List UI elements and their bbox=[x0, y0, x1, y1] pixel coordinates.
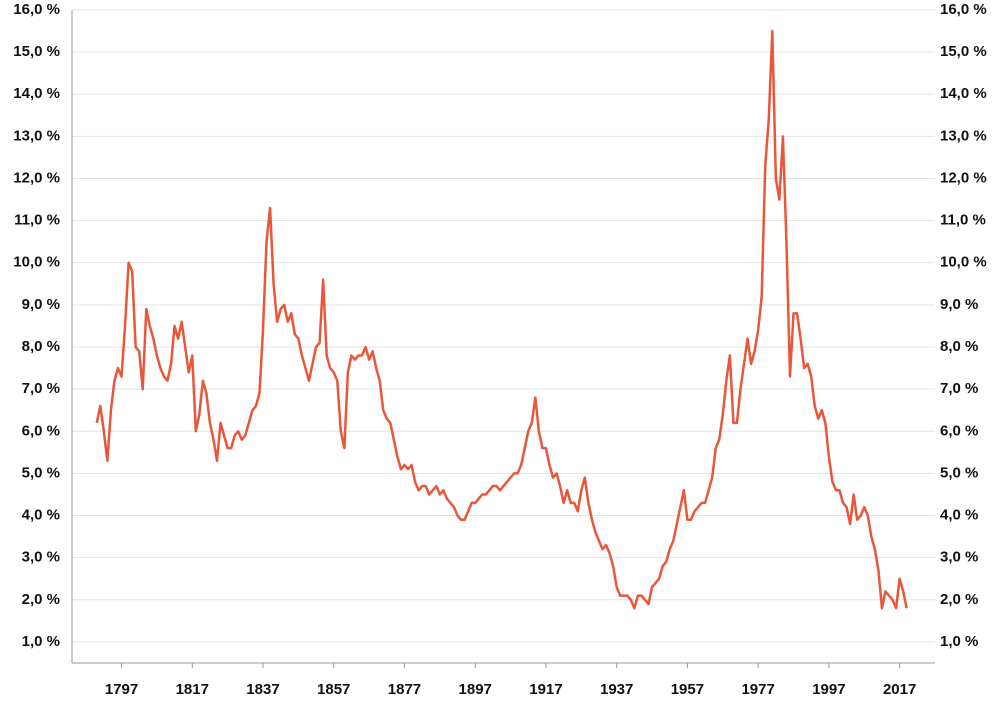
y-tick-label-right: 9,0 % bbox=[940, 296, 978, 313]
y-tick-label-right: 10,0 % bbox=[940, 254, 987, 271]
y-tick-label-right: 3,0 % bbox=[940, 549, 978, 566]
x-tick-label: 1997 bbox=[812, 681, 845, 698]
y-tick-label: 1,0 % bbox=[22, 633, 60, 650]
y-tick-label-right: 13,0 % bbox=[940, 127, 987, 144]
y-tick-label: 11,0 % bbox=[14, 212, 60, 229]
y-tick-label: 4,0 % bbox=[22, 507, 60, 524]
x-tick-label: 2017 bbox=[883, 681, 916, 698]
y-tick-label: 13,0 % bbox=[13, 127, 60, 144]
y-tick-label-right: 6,0 % bbox=[940, 422, 978, 439]
x-tick-label: 1797 bbox=[105, 681, 138, 698]
x-tick-label: 1877 bbox=[388, 681, 421, 698]
data-line bbox=[95, 29, 908, 610]
y-tick-label: 3,0 % bbox=[22, 549, 60, 566]
y-tick-label: 12,0 % bbox=[13, 169, 60, 186]
x-tick-label: 1977 bbox=[741, 681, 774, 698]
x-tick-label: 1937 bbox=[600, 681, 633, 698]
y-tick-label: 9,0 % bbox=[22, 296, 60, 313]
y-tick-label: 7,0 % bbox=[22, 380, 60, 397]
y-tick-label-right: 5,0 % bbox=[940, 464, 978, 481]
x-tick-label: 1957 bbox=[671, 681, 704, 698]
x-tick-label: 1917 bbox=[529, 681, 562, 698]
y-tick-label: 5,0 % bbox=[22, 464, 60, 481]
y-tick-label-right: 11,0 % bbox=[940, 212, 986, 229]
y-tick-label: 2,0 % bbox=[22, 591, 60, 608]
y-tick-label: 15,0 % bbox=[13, 43, 60, 60]
y-tick-label: 10,0 % bbox=[13, 254, 60, 271]
y-tick-label: 16,0 % bbox=[13, 1, 60, 18]
x-tick-label: 1857 bbox=[317, 681, 350, 698]
y-tick-label-right: 2,0 % bbox=[940, 591, 978, 608]
x-tick-label: 1897 bbox=[459, 681, 492, 698]
y-tick-label-right: 8,0 % bbox=[940, 338, 978, 355]
y-tick-label-right: 16,0 % bbox=[940, 1, 987, 18]
y-tick-label-right: 4,0 % bbox=[940, 507, 978, 524]
y-tick-label-right: 15,0 % bbox=[940, 43, 987, 60]
y-tick-label: 14,0 % bbox=[13, 85, 60, 102]
y-tick-label-right: 12,0 % bbox=[940, 169, 987, 186]
y-tick-label: 6,0 % bbox=[22, 422, 60, 439]
y-tick-label-right: 7,0 % bbox=[940, 380, 978, 397]
x-tick-label: 1837 bbox=[246, 681, 279, 698]
y-tick-label-right: 14,0 % bbox=[940, 85, 987, 102]
y-tick-label: 8,0 % bbox=[22, 338, 60, 355]
x-tick-label: 1817 bbox=[176, 681, 209, 698]
y-tick-label-right: 1,0 % bbox=[940, 633, 978, 650]
